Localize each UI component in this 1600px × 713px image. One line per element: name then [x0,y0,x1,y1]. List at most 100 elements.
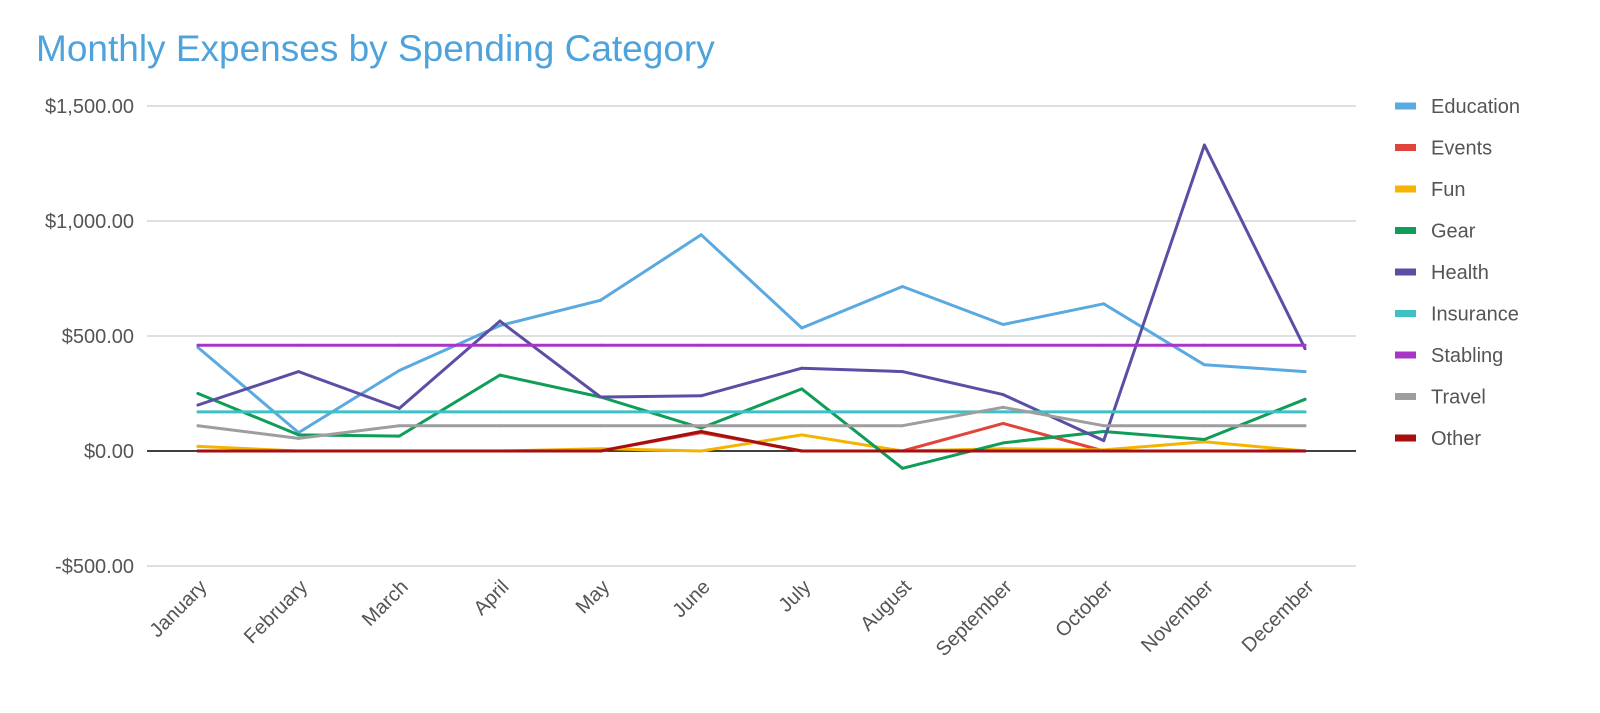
data-point-gear [900,466,904,470]
series-line-travel [196,405,1307,440]
x-tick-label: June [668,576,714,622]
data-point-education [397,369,401,372]
legend-item-education: Education [1395,96,1520,118]
data-point-travel [1303,424,1307,428]
series-line-education [196,233,1307,435]
data-point-other [900,449,904,453]
data-point-gear [196,392,200,395]
x-axis-tick-labels: January February March April May June July Augu… [146,576,1319,661]
gridlines [147,105,1356,567]
legend-swatch [1395,310,1416,317]
legend-item-gear: Gear [1395,221,1476,243]
data-point-health [196,403,200,407]
legend-item-fun: Fun [1395,179,1465,201]
data-point-education [900,285,904,289]
legend: Education Events Fun Gear Health Insurance Sta… [1395,96,1520,450]
data-point-travel [800,424,804,428]
data-point-insurance [900,410,904,414]
data-point-gear [1102,429,1106,433]
data-point-stabling [498,343,502,347]
data-point-other [498,449,502,453]
data-point-fun [1202,440,1206,444]
data-point-insurance [297,410,301,414]
legend-swatch [1395,227,1416,234]
data-point-insurance [498,410,502,414]
legend-item-events: Events [1395,138,1492,160]
data-point-health [800,366,804,370]
legend-swatch [1395,351,1416,359]
x-tick-label: April [470,576,514,620]
data-point-travel [397,424,401,428]
legend-label: Insurance [1431,304,1519,326]
data-point-health [1303,347,1307,351]
y-axis-tick-labels: -$500.00 $0.00 $500.00 $1,000.00 $1,500.00 [45,96,134,578]
y-tick-label: $1,000.00 [45,211,134,233]
series-line-fun [196,433,1307,453]
legend-item-health: Health [1395,262,1489,284]
legend-swatch [1395,434,1416,442]
legend-label: Travel [1431,387,1486,409]
x-tick-label: May [572,576,614,618]
data-point-education [599,298,603,302]
data-point-health [900,370,904,374]
data-point-stabling [900,343,904,347]
legend-label: Health [1431,262,1489,284]
legend-swatch [1395,268,1416,276]
data-point-health [1202,143,1206,147]
data-point-stabling [800,343,804,347]
data-point-insurance [1202,410,1206,414]
x-tick-label: February [240,576,312,648]
series-education [196,233,1307,435]
data-point-gear [297,433,301,437]
legend-label: Gear [1431,221,1476,243]
series-line-health [196,143,1307,443]
data-point-gear [699,426,703,430]
data-point-stabling [1202,343,1206,347]
data-point-other [397,449,401,453]
series-lines [196,143,1307,470]
legend-item-other: Other [1395,428,1481,450]
legend-label: Other [1431,428,1481,450]
data-point-other [800,449,804,453]
series-gear [196,373,1307,470]
data-point-health [1001,393,1005,397]
data-point-stabling [1001,343,1005,347]
data-point-education [1303,370,1307,374]
data-point-gear [397,434,401,438]
legend-label: Education [1431,96,1520,118]
data-point-stabling [1303,343,1307,347]
x-tick-label: March [358,576,413,631]
data-point-fun [800,433,804,437]
series-line-other [196,430,1307,453]
series-line-gear [196,373,1307,470]
data-point-other [699,429,703,433]
data-point-insurance [699,410,703,414]
series-stabling [196,343,1307,347]
y-tick-label: -$500.00 [55,556,134,578]
data-point-gear [1303,397,1307,401]
data-point-travel [1102,424,1106,428]
x-tick-label: December [1238,576,1319,657]
series-health [196,143,1307,443]
data-point-other [1202,449,1206,453]
data-point-other [1001,449,1005,453]
x-tick-label: September [932,576,1017,661]
data-point-insurance [196,410,200,414]
data-point-travel [297,436,301,440]
data-point-stabling [397,343,401,347]
legend-swatch [1395,144,1416,151]
legend-item-stabling: Stabling [1395,345,1503,367]
data-point-stabling [297,343,301,347]
x-tick-label: July [775,576,816,617]
x-tick-label: November [1137,576,1218,657]
legend-swatch [1395,185,1416,193]
data-point-gear [498,373,502,377]
data-point-stabling [1102,343,1106,347]
series-other [196,429,1307,453]
y-tick-label: $500.00 [62,326,134,348]
data-point-travel [1001,405,1005,409]
data-point-other [599,449,603,453]
data-point-insurance [800,410,804,414]
data-point-education [498,324,502,328]
